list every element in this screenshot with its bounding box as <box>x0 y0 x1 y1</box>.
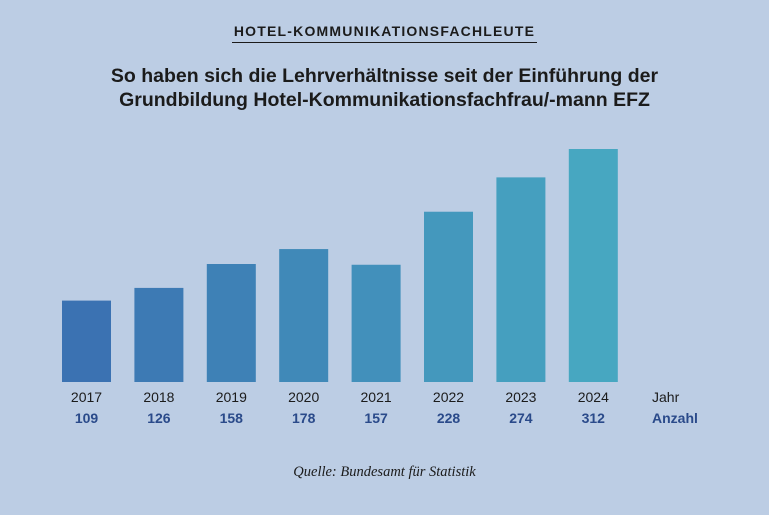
kicker-heading: Hotel-Kommunikationsfachleute <box>0 22 769 43</box>
value-label-2019: 158 <box>220 410 244 426</box>
value-label-2017: 109 <box>75 410 99 426</box>
row-label-year: Jahr <box>652 389 680 405</box>
bar-2024 <box>568 148 618 382</box>
row-label-count: Anzahl <box>652 410 698 426</box>
tick-label-2020: 2020 <box>288 389 319 405</box>
tick-label-2017: 2017 <box>71 389 102 405</box>
tick-label-2022: 2022 <box>433 389 464 405</box>
chart-title-line-2: Grundbildung Hotel-Kommunikationsfachfra… <box>119 89 650 111</box>
bar-2019 <box>206 264 256 382</box>
value-label-2020: 178 <box>292 410 316 426</box>
value-label-2024: 312 <box>582 410 606 426</box>
bar-2017 <box>62 300 111 382</box>
value-label-2022: 228 <box>437 410 461 426</box>
value-label-2023: 274 <box>509 410 533 426</box>
bar-2020 <box>279 249 329 382</box>
tick-label-2023: 2023 <box>505 389 536 405</box>
bar-2018 <box>134 287 184 382</box>
chart-title-line-1: So haben sich die Lehrverhältnisse seit … <box>110 65 659 87</box>
chart-title: So haben sich die Lehrverhältnisse seit … <box>0 64 769 112</box>
tick-label-2024: 2024 <box>578 389 609 405</box>
source-note: Quelle: Bundesamt für Statistik <box>293 464 476 480</box>
value-label-2018: 126 <box>147 410 171 426</box>
value-label-2021: 157 <box>364 410 388 426</box>
tick-label-2021: 2021 <box>361 389 392 405</box>
kicker-text: Hotel-Kommunikationsfachleute <box>231 22 538 43</box>
tick-label-2018: 2018 <box>143 389 174 405</box>
bar-2023 <box>496 177 546 382</box>
bar-2022 <box>424 211 473 382</box>
tick-label-2019: 2019 <box>216 389 247 405</box>
bar-2021 <box>351 264 401 382</box>
